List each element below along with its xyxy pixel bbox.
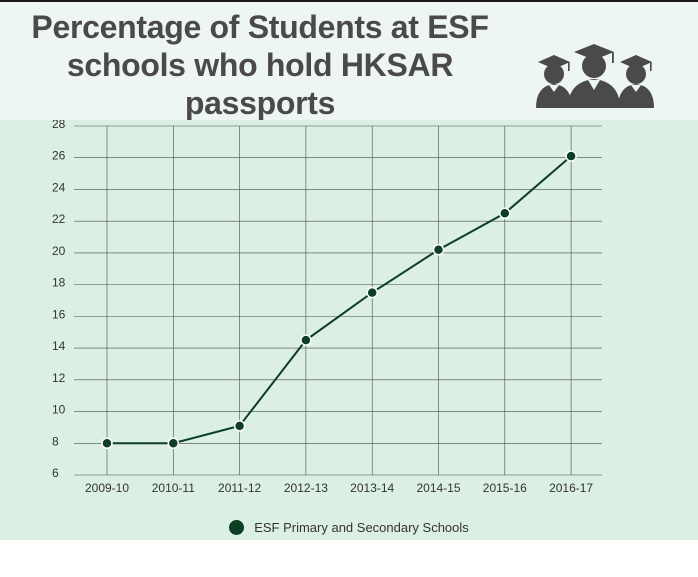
legend: ESF Primary and Secondary Schools [0, 516, 698, 538]
chart-panel: 6 8 10 12 14 16 18 20 22 24 26 28 2009-10 2010-11 2011… [0, 120, 698, 540]
data-point [499, 207, 511, 219]
series-line [107, 155, 572, 445]
data-point [300, 334, 312, 346]
y-tick-label: 24 [52, 180, 66, 194]
x-tick-label: 2010-11 [152, 481, 195, 495]
y-tick-label: 28 [52, 120, 66, 131]
y-tick-label: 8 [52, 434, 59, 448]
data-point [167, 437, 180, 450]
data-point [432, 243, 445, 256]
header: Percentage of Students at ESF schools wh… [0, 2, 698, 121]
x-tick-label: 2009-10 [85, 481, 129, 495]
top-rule [0, 0, 698, 2]
y-tick-label: 22 [52, 212, 66, 226]
data-point [366, 286, 378, 299]
x-tick-label: 2011-12 [218, 481, 261, 495]
legend-marker [229, 519, 245, 535]
y-tick-label: 12 [52, 371, 66, 385]
x-tick-label: 2014-15 [416, 481, 460, 495]
y-tick-label: 18 [52, 276, 66, 290]
x-tick-label: 2015-16 [483, 481, 527, 495]
data-point [101, 437, 113, 450]
y-tick-label: 6 [52, 466, 59, 480]
data-point [565, 150, 577, 162]
data-point [233, 420, 246, 432]
y-tick-label: 10 [52, 403, 66, 417]
x-tick-label: 2012-13 [284, 481, 328, 495]
graduates-group-icon [536, 44, 654, 108]
legend-label: ESF Primary and Secondary Schools [254, 519, 469, 535]
y-tick-label: 20 [52, 244, 66, 258]
y-tick-label: 16 [52, 307, 66, 321]
y-tick-label: 26 [52, 149, 66, 163]
x-tick-label: 2016-17 [549, 481, 593, 495]
line-chart: 6 8 10 12 14 16 18 20 22 24 26 28 2009-10 2010-11 2011… [52, 120, 602, 495]
x-tick-label: 2013-14 [350, 481, 394, 495]
y-tick-label: 14 [52, 339, 66, 353]
chart-title: Percentage of Students at ESF schools wh… [31, 9, 489, 121]
legend-item: ESF Primary and Secondary Schools [229, 519, 469, 535]
